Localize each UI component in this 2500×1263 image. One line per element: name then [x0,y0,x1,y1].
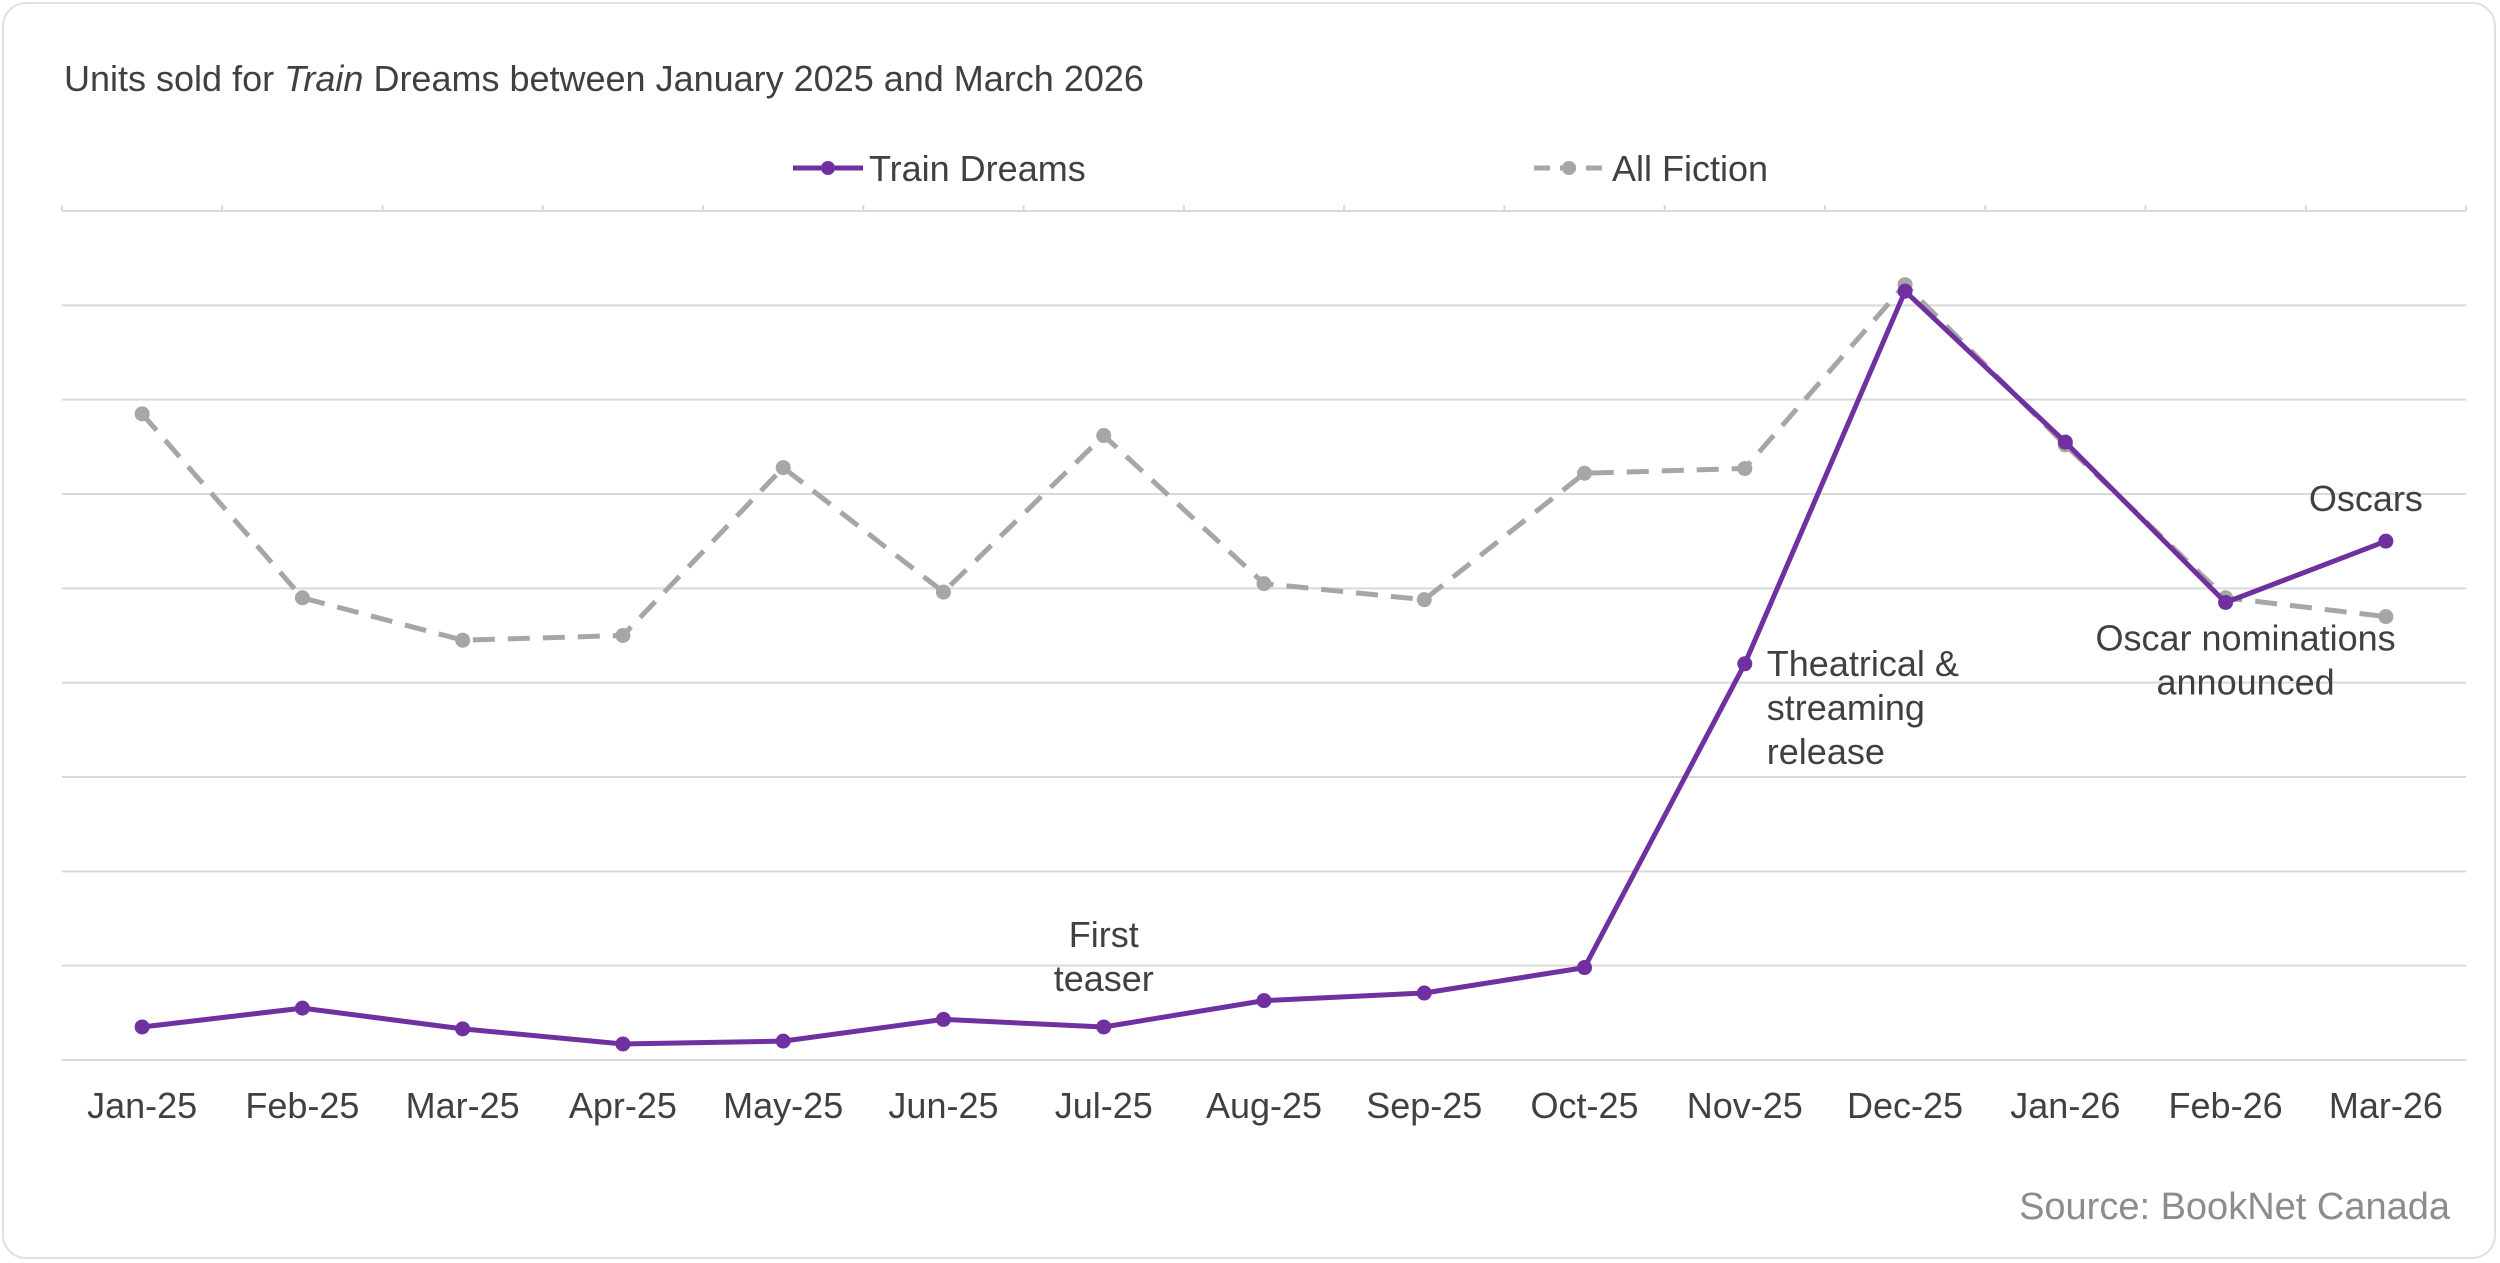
data-point-train-dreams [2057,434,2073,450]
legend-label: All Fiction [1612,148,1768,189]
data-point-train-dreams [1897,283,1913,299]
gridlines [61,205,2467,1061]
annotation-line: Oscars [2309,478,2423,519]
data-point-train-dreams [1737,656,1753,672]
legend-item-all-fiction: All Fiction [1534,148,1768,189]
legend-item-train-dreams: Train Dreams [793,148,1086,189]
data-point-all-fiction [2378,609,2394,625]
data-point-train-dreams [455,1021,471,1037]
title-suffix: Dreams between January 2025 and March 20… [363,58,1144,99]
annotation: Oscars [2309,478,2423,519]
x-tick-label: Jan-26 [2010,1085,2120,1126]
data-point-all-fiction [455,632,471,648]
data-point-train-dreams [935,1011,951,1027]
x-tick-label: Mar-26 [2329,1085,2443,1126]
x-tick-label: Feb-26 [2169,1085,2283,1126]
legend-marker [1562,161,1576,175]
x-tick-label: May-25 [723,1085,843,1126]
legend-marker [821,161,835,175]
data-point-train-dreams [775,1033,791,1049]
data-point-all-fiction [294,590,310,606]
x-tick-label: Oct-25 [1531,1085,1639,1126]
x-tick-label: Jul-25 [1055,1085,1153,1126]
data-point-train-dreams [294,1000,310,1016]
data-point-all-fiction [134,406,150,422]
data-point-all-fiction [1256,576,1272,592]
data-point-all-fiction [615,628,631,643]
data-point-train-dreams [615,1036,631,1052]
annotation-line: announced [2157,661,2335,702]
series-line-train-dreams [141,288,2387,1047]
data-point-train-dreams [1416,985,1432,1001]
x-tick-label: Aug-25 [1206,1085,1322,1126]
data-point-train-dreams [1096,1019,1112,1035]
data-point-all-fiction [1737,461,1753,477]
annotation-line: Oscar nominations [2096,617,2396,658]
x-tick-label: Dec-25 [1847,1085,1963,1126]
data-point-all-fiction [775,460,791,476]
data-point-train-dreams [1577,960,1593,976]
annotation-line: streaming [1767,687,1925,728]
annotation-line: teaser [1054,958,1154,999]
title-prefix: Units sold for [64,58,285,99]
x-tick-label: Jun-25 [888,1085,998,1126]
annotation-line: Theatrical & [1767,643,1959,684]
data-point-all-fiction [1096,428,1112,444]
data-point-all-fiction [1416,592,1432,608]
x-tick-label: Apr-25 [569,1085,677,1126]
x-tick-label: Mar-25 [406,1085,520,1126]
data-point-all-fiction [935,584,951,600]
title-italic: Train [284,58,364,99]
x-tick-label: Jan-25 [87,1085,197,1126]
x-axis-ticks: Jan-25 Feb-25 Mar-25 Apr-25 May-25 Jun-25 Jul-… [87,1085,2443,1126]
data-point-train-dreams [2218,594,2234,610]
series [134,277,2394,1052]
annotation-line: First [1069,914,1139,955]
x-tick-label: Nov-25 [1687,1085,1803,1126]
data-point-train-dreams [134,1019,150,1035]
x-tick-label: Sep-25 [1366,1085,1482,1126]
source-note: Source: BookNet Canada [2019,1186,2450,1228]
data-point-train-dreams [1256,993,1272,1009]
data-point-all-fiction [1577,465,1593,481]
chart-title: Units sold for Train Dreams between Janu… [64,58,1144,100]
legend: Train Dreams All Fiction [793,148,1768,189]
annotation-line: release [1767,731,1885,772]
data-point-train-dreams [2378,533,2394,549]
x-tick-label: Feb-25 [245,1085,359,1126]
legend-label: Train Dreams [869,148,1086,189]
